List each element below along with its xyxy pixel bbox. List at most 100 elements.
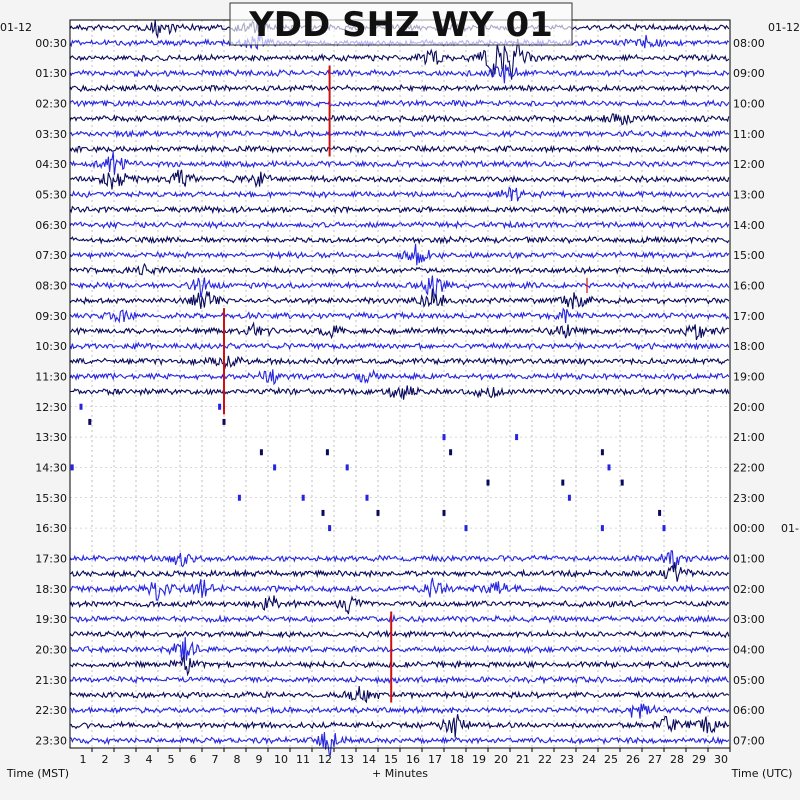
right-time-tick-label: 19:00 — [733, 370, 765, 383]
minute-tick-label: 7 — [212, 753, 219, 766]
trace-row — [69, 561, 730, 582]
data-burst-mark — [79, 403, 83, 410]
right-axis-label: Time (UTC) — [731, 767, 793, 780]
data-burst-mark — [561, 479, 565, 486]
data-burst-mark — [464, 525, 468, 532]
data-burst-mark — [222, 418, 226, 425]
trace-row — [69, 355, 730, 369]
trace-row — [69, 262, 730, 276]
trace-row — [69, 675, 729, 685]
right-time-axis: 08:00 09:00 10:00 11:00 12:00 13:00 14:00 15:00… — [733, 37, 800, 748]
trace-row — [69, 321, 730, 341]
data-burst-mark — [658, 509, 662, 516]
right-time-tick-label: 23:00 — [733, 492, 765, 505]
left-time-tick-label: 17:30 — [35, 552, 67, 565]
trace-row — [69, 275, 730, 298]
minute-tick-label: 27 — [648, 753, 662, 766]
data-burst-mark — [449, 449, 453, 456]
data-burst-mark — [70, 464, 74, 471]
data-burst-mark — [88, 418, 92, 425]
right-time-tick-label: 21:00 — [733, 431, 765, 444]
right-time-tick-label: 07:00 — [733, 734, 765, 747]
trace-row — [69, 686, 730, 704]
left-time-tick-label: 09:30 — [35, 310, 67, 323]
right-time-tick-label: 16:00 — [733, 279, 765, 292]
trace-row — [69, 714, 730, 738]
right-time-tick-label: 13:00 — [733, 188, 765, 201]
minute-tick-label: 30 — [714, 753, 728, 766]
left-date-label: 01-12 — [0, 21, 32, 34]
trace-row — [69, 550, 730, 570]
right-time-tick-label: 04:00 — [733, 643, 765, 656]
trace-row — [69, 243, 730, 266]
right-time-tick-label: 17:00 — [733, 310, 765, 323]
left-time-tick-label: 06:30 — [35, 219, 67, 232]
data-burst-mark — [321, 509, 325, 516]
right-time-tick-label: 12:00 — [733, 158, 765, 171]
trace-row — [69, 731, 730, 756]
left-time-tick-label: 23:30 — [35, 734, 67, 747]
x-axis-label: + Minutes — [372, 767, 428, 780]
data-burst-mark — [301, 494, 305, 501]
left-time-tick-label: 11:30 — [35, 370, 67, 383]
right-time-tick-label: 11:00 — [733, 128, 765, 141]
trace-row — [69, 186, 730, 202]
trace-row — [69, 113, 730, 126]
trace-row — [69, 307, 730, 324]
trace-row — [69, 204, 730, 215]
data-burst-mark — [662, 525, 666, 532]
minute-tick-label: 15 — [384, 753, 398, 766]
right-date-change-label: 01-13 — [781, 522, 800, 535]
right-time-tick-label: 18:00 — [733, 340, 765, 353]
right-time-tick-label: 00:00 — [733, 522, 765, 535]
left-time-tick-label: 08:30 — [35, 279, 67, 292]
left-time-tick-label: 03:30 — [35, 128, 67, 141]
minute-tick-label: 28 — [670, 753, 684, 766]
trace-row — [69, 577, 730, 601]
minute-tick-label: 9 — [256, 753, 263, 766]
clip-marks — [223, 65, 588, 703]
trace-row — [69, 368, 730, 386]
minute-tick-label: 25 — [604, 753, 618, 766]
right-time-tick-label: 01:00 — [733, 552, 765, 565]
trace-row — [69, 38, 730, 80]
minute-tick-label: 4 — [146, 753, 153, 766]
trace-row — [69, 235, 730, 245]
minute-tick-label: 8 — [234, 753, 241, 766]
title-box — [229, 2, 573, 46]
data-burst-mark — [328, 525, 332, 532]
data-burst-mark — [345, 464, 349, 471]
data-burst-mark — [259, 449, 263, 456]
right-date-label: 01-12 — [768, 21, 800, 34]
minute-tick-label: 24 — [582, 753, 596, 766]
minute-tick-label: 21 — [516, 753, 530, 766]
right-time-tick-label: 14:00 — [733, 219, 765, 232]
right-time-tick-label: 06:00 — [733, 704, 765, 717]
trace-row — [69, 703, 730, 719]
left-time-tick-label: 13:30 — [35, 431, 67, 444]
minute-tick-label: 29 — [692, 753, 706, 766]
data-burst-mark — [442, 434, 446, 441]
trace-row — [69, 613, 730, 624]
left-time-tick-label: 04:30 — [35, 158, 67, 171]
left-time-axis: 00:30 01:30 02:30 03:30 04:30 05:30 06:30 07:30… — [35, 37, 67, 748]
trace-row — [69, 595, 730, 615]
minute-tick-label: 16 — [406, 753, 420, 766]
minute-tick-label: 1 — [80, 753, 87, 766]
minute-tick-label: 13 — [340, 753, 354, 766]
left-time-tick-label: 15:30 — [35, 492, 67, 505]
left-time-tick-label: 18:30 — [35, 583, 67, 596]
trace-row — [69, 151, 730, 175]
minute-tick-label: 10 — [274, 753, 288, 766]
trace-row — [69, 129, 730, 139]
trace-row — [69, 341, 730, 351]
minutes-axis: 1 2 3 4 5 6 7 8 9 10 11 12 13 14 15 16 17 18 19 20 21 22 23 24 2… — [80, 748, 731, 766]
data-burst-mark — [600, 525, 604, 532]
trace-row — [69, 98, 730, 108]
minute-tick-label: 5 — [168, 753, 175, 766]
minute-tick-label: 12 — [318, 753, 332, 766]
minute-tick-label: 14 — [362, 753, 376, 766]
left-time-tick-label: 19:30 — [35, 613, 67, 626]
